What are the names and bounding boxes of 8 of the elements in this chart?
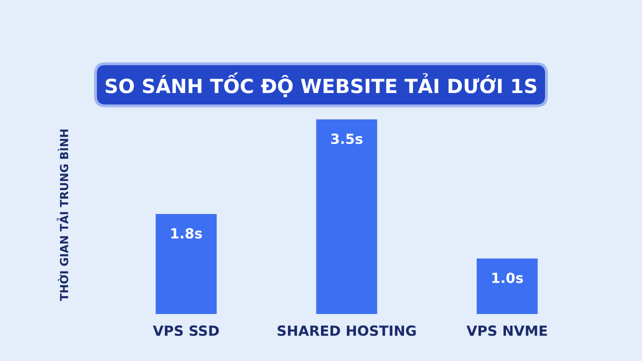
- chart-title: SO SÁNH TỐC ĐỘ WEBSITE TẢI DƯỚI 1S: [106, 72, 536, 98]
- data-label: 1.0s: [492, 272, 523, 284]
- data-label: 3.5s: [331, 134, 362, 144]
- x-tick-label: VPS SSD: [152, 325, 219, 336]
- x-tick-label: SHARED HOSTING: [278, 325, 416, 336]
- y-axis-title: THỜI GIAN TẢI TRUNG BÌNH: [56, 130, 68, 301]
- data-label: 1.8s: [171, 228, 202, 239]
- x-tick-label: VPS NVME: [466, 325, 547, 336]
